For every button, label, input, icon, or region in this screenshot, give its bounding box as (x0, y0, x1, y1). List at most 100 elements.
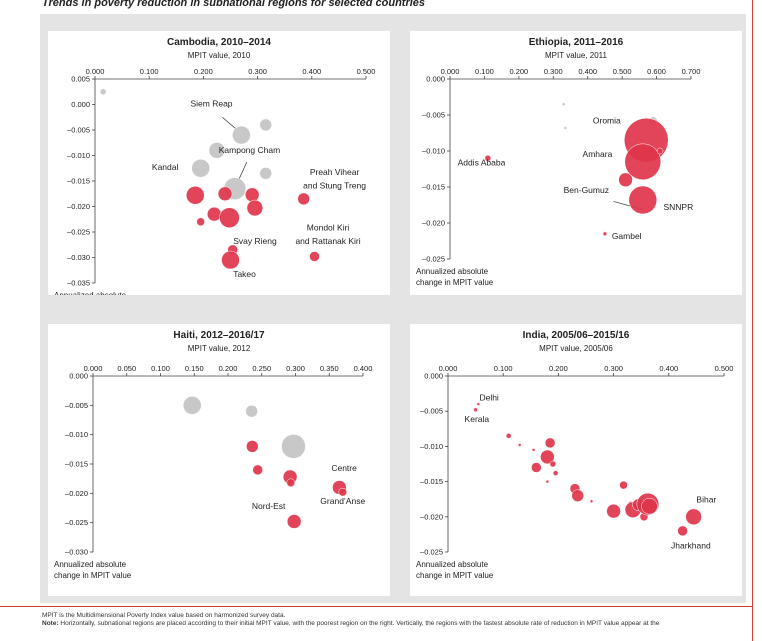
data-point-significant (186, 186, 205, 205)
x-tick-label: 0.200 (194, 67, 213, 76)
region-label: Kampong Cham (219, 145, 280, 155)
data-point-significant (518, 443, 522, 447)
data-point-significant (246, 199, 264, 217)
y-tick-label: –0.005 (65, 401, 88, 410)
data-point-significant (338, 487, 347, 497)
x-axis-label: MPIT value, 2011 (545, 51, 608, 60)
y-tick-label: –0.015 (422, 183, 445, 192)
y-tick-label: –0.030 (67, 253, 90, 262)
chart-panel-haiti: Haiti, 2012–2016/17 MPIT value, 2012 0.000… (48, 324, 390, 596)
x-tick-label: 0.400 (354, 364, 373, 373)
y-tick-label: –0.015 (65, 460, 88, 469)
data-point-significant (589, 499, 594, 504)
x-tick-label: 0.100 (151, 364, 170, 373)
x-tick-label: 0.400 (302, 67, 321, 76)
data-point-significant (206, 206, 222, 222)
chart-panel-india: India, 2005/06–2015/16 MPIT value, 2005/0… (410, 324, 742, 596)
footnote-note: Note: Horizontally, subnational regions … (42, 620, 659, 627)
data-point-significant (217, 186, 233, 201)
charts-container: Cambodia, 2010–2014 MPIT value, 2010 0.000… (40, 14, 746, 603)
x-tick-label: 0.000 (84, 364, 103, 373)
region-label: Nord-Est (252, 501, 286, 511)
footnote-mpit: MPIT is the Multidimensional Poverty Ind… (42, 612, 286, 619)
y-axis-caption: Annualized absolute (416, 267, 489, 276)
region-label: Mondol Kiri (307, 222, 350, 232)
data-point-significant (552, 470, 559, 476)
page-border-right (752, 0, 753, 641)
chart-title: Ethiopia, 2011–2016 (529, 37, 624, 48)
y-tick-label: –0.025 (67, 228, 90, 237)
y-tick-label: –0.025 (420, 548, 443, 557)
region-label: SNNPR (663, 202, 693, 212)
y-tick-label: –0.015 (67, 177, 90, 186)
region-label: Preah Vihear (310, 167, 360, 177)
x-axis-label: MPIT value, 2010 (188, 51, 251, 60)
scatter-chart-haiti: Haiti, 2012–2016/17 MPIT value, 2012 0.000… (54, 330, 373, 580)
data-point-significant (685, 508, 702, 526)
chart-title: Haiti, 2012–2016/17 (173, 330, 265, 341)
x-tick-label: 0.350 (320, 364, 339, 373)
x-tick-label: 0.050 (117, 364, 136, 373)
y-tick-label: –0.005 (420, 407, 443, 416)
x-axis-label: MPIT value, 2005/06 (539, 344, 613, 353)
page-border-bottom (0, 606, 753, 607)
data-point-significant (677, 525, 688, 537)
data-point-not-significant (232, 125, 251, 145)
data-point-not-significant (182, 396, 202, 415)
data-point-significant (476, 402, 481, 406)
y-tick-label: 0.005 (71, 75, 90, 84)
x-tick-label: 0.100 (140, 67, 159, 76)
region-label: Gambel (612, 231, 642, 241)
x-tick-label: 0.700 (682, 67, 701, 76)
y-tick-label: –0.025 (65, 518, 88, 527)
scatter-chart-india: India, 2005/06–2015/16 MPIT value, 2005/0… (416, 330, 733, 580)
y-tick-label: –0.035 (67, 279, 90, 288)
x-tick-label: 0.000 (86, 67, 105, 76)
data-point-significant (656, 147, 664, 155)
data-point-significant (544, 437, 556, 449)
data-point-significant (545, 479, 550, 484)
y-axis-caption: change in MPIT value (416, 571, 494, 580)
x-tick-label: 0.200 (509, 67, 528, 76)
region-label: Svay Rieng (233, 236, 277, 246)
y-tick-label: –0.020 (65, 489, 88, 498)
data-point-significant (641, 497, 658, 515)
chart-panel-cambodia: Cambodia, 2010–2014 MPIT value, 2010 0.000… (48, 31, 390, 295)
data-point-significant (531, 448, 536, 452)
region-label: and Stung Treng (303, 181, 366, 191)
data-point-significant (244, 187, 260, 203)
data-point-significant (219, 207, 240, 228)
data-point-not-significant (259, 167, 272, 180)
x-tick-label: 0.300 (544, 67, 563, 76)
region-label: Siem Reap (190, 99, 232, 109)
data-point-significant (606, 503, 621, 519)
region-label: Jharkhand (671, 540, 711, 550)
y-axis-caption: change in MPIT value (416, 278, 494, 287)
y-axis-caption: Annualized absolute (54, 291, 127, 295)
data-point-significant (246, 440, 259, 453)
y-axis-caption: Annualized absolute (416, 560, 489, 569)
y-tick-label: 0.000 (71, 100, 90, 109)
data-point-significant (549, 460, 557, 468)
x-tick-label: 0.100 (475, 67, 494, 76)
region-label: Oromia (593, 116, 621, 126)
x-tick-label: 0.250 (252, 364, 271, 373)
x-tick-label: 0.500 (357, 67, 376, 76)
region-label: Centre (331, 463, 357, 473)
region-label: Kandal (152, 162, 179, 172)
data-point-not-significant (99, 88, 107, 95)
x-tick-label: 0.400 (659, 364, 678, 373)
y-tick-label: –0.020 (420, 512, 443, 521)
x-tick-label: 0.300 (248, 67, 267, 76)
x-tick-label: 0.600 (647, 67, 666, 76)
y-axis-caption: Annualized absolute (54, 560, 127, 569)
y-axis-caption: change in MPIT value (54, 571, 132, 580)
data-point-significant (221, 250, 240, 270)
y-tick-label: 0.000 (69, 372, 88, 381)
data-point-not-significant (259, 118, 272, 132)
data-point-significant (505, 433, 512, 439)
x-tick-label: 0.150 (185, 364, 204, 373)
x-tick-label: 0.400 (578, 67, 597, 76)
data-point-not-significant (561, 102, 566, 106)
data-point-significant (628, 185, 658, 215)
